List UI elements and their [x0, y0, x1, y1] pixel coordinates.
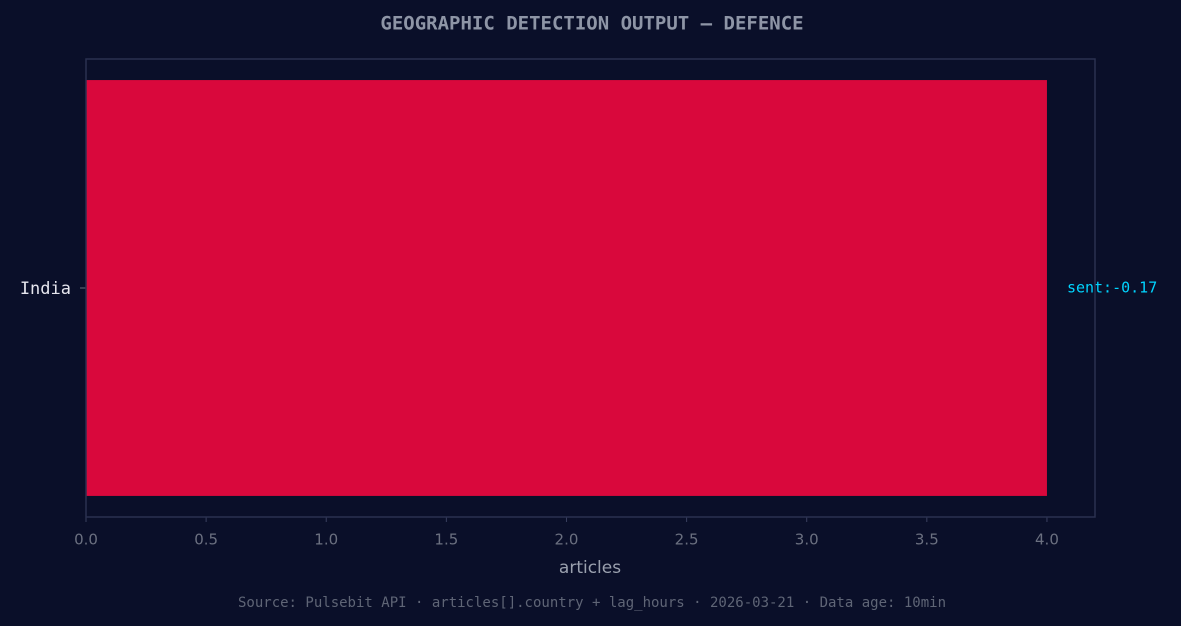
x-axis-label: articles	[559, 558, 621, 578]
x-tick-label: 4.0	[1035, 531, 1059, 549]
x-tick-label: 2.0	[555, 531, 579, 549]
x-tick-label: 1.5	[434, 531, 458, 549]
x-tick-label: 1.0	[314, 531, 338, 549]
source-note: Source: Pulsebit API · articles[].countr…	[238, 595, 946, 611]
x-tick-label: 0.5	[194, 531, 218, 549]
plot-frame	[85, 58, 1096, 518]
sentiment-label: sent:-0.17	[1067, 279, 1157, 297]
y-tick-label: India	[20, 279, 71, 299]
chart-title: GEOGRAPHIC DETECTION OUTPUT — DEFENCE	[380, 13, 803, 35]
x-tick-label: 0.0	[74, 531, 98, 549]
x-tick-label: 3.5	[915, 531, 939, 549]
bar	[86, 80, 1047, 496]
x-tick-label: 2.5	[675, 531, 699, 549]
x-tick-label: 3.0	[795, 531, 819, 549]
